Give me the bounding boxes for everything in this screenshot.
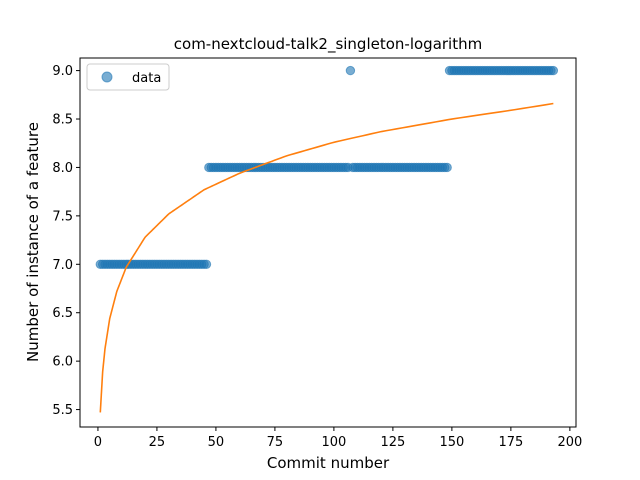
data-point (201, 259, 212, 269)
x-axis-label: Commit number (267, 454, 390, 472)
x-tick-label: 200 (557, 435, 582, 450)
legend-box (86, 63, 170, 91)
data-point (345, 65, 356, 76)
x-tick-label: 150 (439, 435, 464, 450)
legend: data (86, 63, 170, 91)
y-axis-label: Number of instance of a feature (24, 122, 42, 362)
x-tick-label: 0 (94, 435, 102, 450)
y-tick-label: 8.0 (52, 161, 73, 176)
chart-title: com-nextcloud-talk2_singleton-logarithm (174, 35, 482, 54)
y-tick-label: 8.5 (52, 113, 73, 128)
x-axis: 0 25 50 75 100 125 150 175 200 (94, 427, 582, 450)
y-tick-label: 6.0 (52, 355, 73, 370)
plot-area (95, 65, 559, 413)
fit-line (99, 102, 554, 413)
y-tick-label: 7.0 (52, 258, 73, 273)
x-tick-label: 125 (380, 435, 405, 450)
y-tick-label: 5.5 (52, 403, 73, 418)
x-tick-label: 75 (267, 435, 284, 450)
data-point (548, 65, 559, 76)
y-tick-label: 6.5 (52, 306, 73, 321)
plot-frame (79, 57, 577, 428)
y-tick-label: 9.0 (52, 64, 73, 79)
x-tick-label: 100 (321, 435, 346, 450)
legend-label-data: data (132, 71, 161, 86)
x-tick-label: 175 (498, 435, 523, 450)
y-axis: 5.5 6.0 6.5 7.0 7.5 8.0 8.5 9.0 (52, 64, 80, 418)
y-tick-label: 7.5 (52, 209, 73, 224)
data-point (442, 162, 452, 173)
x-tick-label: 50 (208, 435, 225, 450)
legend-marker (101, 71, 113, 83)
x-tick-label: 25 (149, 435, 166, 450)
